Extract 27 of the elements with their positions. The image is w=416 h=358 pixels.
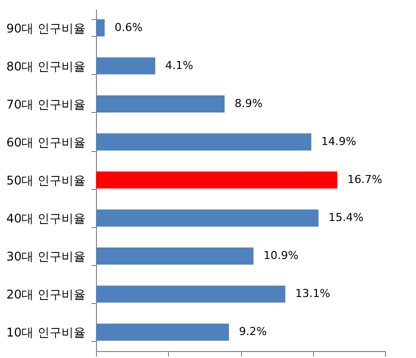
y-tick-label: 70대 인구비율 (6, 97, 86, 112)
y-tick-label: 50대 인구비율 (6, 174, 86, 188)
bar (96, 286, 286, 303)
bar (96, 248, 254, 265)
y-tick-label: 20대 인구비율 (6, 288, 86, 302)
bar (96, 171, 338, 189)
y-tick-label: 10대 인구비율 (6, 326, 86, 340)
data-label: 0.6% (114, 20, 143, 34)
data-label: 8.9% (234, 96, 263, 110)
bar (96, 209, 319, 227)
bar (96, 95, 225, 112)
bar (96, 19, 105, 36)
bar (96, 57, 156, 74)
bar (96, 133, 312, 151)
data-label: 4.1% (165, 58, 194, 72)
data-label: 15.4% (328, 211, 364, 224)
data-label: 16.7% (347, 173, 382, 186)
data-label: 10.9% (264, 249, 298, 262)
y-tick-label: 40대 인구비율 (6, 212, 86, 226)
bar (96, 324, 229, 341)
y-tick-label: 60대 인구비율 (6, 135, 86, 150)
data-label: 14.9% (321, 134, 356, 148)
y-tick-label: 30대 인구비율 (6, 250, 86, 264)
y-tick-label: 80대 인구비율 (6, 59, 86, 74)
y-tick-label: 90대 인구비율 (6, 21, 86, 36)
data-label: 13.1% (295, 287, 330, 300)
data-label: 9.2% (238, 325, 267, 338)
